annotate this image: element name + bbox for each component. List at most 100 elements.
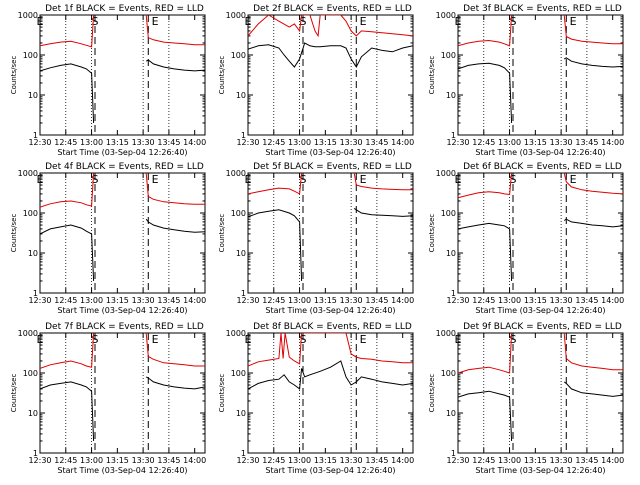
x-tick-label: 12:45 [262,138,285,147]
marker-label: S [92,173,99,186]
series-line-lld [248,173,413,195]
x-tick-label: 13:45 [365,296,388,305]
x-axis-label: Start Time (03-Sep-04 12:26:40) [265,148,395,157]
marker-label: E [152,333,159,346]
x-tick-label: 12:45 [472,138,495,147]
x-tick-label: 12:45 [54,296,77,305]
y-tick-label: 10 [446,91,456,100]
x-tick-label: 13:00 [288,456,311,465]
x-axis-label: Start Time (03-Sep-04 12:26:40) [265,306,395,315]
chart-title: Det 7f BLACK = Events, RED = LLD [45,322,204,332]
marker-label: S [510,173,517,186]
series-line-events [458,218,623,282]
y-tick-label: 100 [231,51,246,60]
plot-frame [457,172,624,294]
x-tick-label: 13:15 [106,456,129,465]
marker-label: S [300,15,307,28]
x-tick-label: 13:15 [314,296,337,305]
x-tick-label: 13:45 [365,456,388,465]
chart-title: Det 6f BLACK = Events, RED = LLD [463,162,622,172]
y-tick-label: 100 [441,369,456,378]
x-axis-label: Start Time (03-Sep-04 12:26:40) [475,466,605,475]
x-tick-label: 12:30 [446,138,469,147]
marker-label: E [455,333,462,346]
x-tick-label: 13:00 [288,138,311,147]
y-tick-label: 10 [236,409,246,418]
y-tick-label: 1000 [18,329,38,338]
chart-panel-2: Det 2f BLACK = Events, RED = LLD 1 10 100 10… [218,4,414,157]
plot-frame [39,172,206,294]
x-tick-label: 13:00 [498,138,521,147]
x-tick-label: 12:45 [262,456,285,465]
x-tick-label: 13:30 [340,456,363,465]
chart-panel-6: Det 6f BLACK = Events, RED = LLD 1 10 100 10… [428,162,624,315]
marker-label: E [360,15,367,28]
marker-label: E [455,173,462,186]
chart-title: Det 8f BLACK = Events, RED = LLD [253,322,412,332]
marker-label: S [510,15,517,28]
x-tick-label: 12:45 [472,456,495,465]
x-tick-label: 12:30 [236,138,259,147]
series-line-events [248,360,413,390]
x-tick-label: 12:45 [472,296,495,305]
x-tick-label: 13:30 [132,138,155,147]
y-tick-label: 100 [231,209,246,218]
x-tick-label: 13:30 [340,296,363,305]
y-tick-label: 1 [451,289,456,298]
x-tick-label: 13:45 [575,456,598,465]
x-tick-label: 12:30 [28,138,51,147]
y-tick-label: 1 [241,289,246,298]
plot-frame [457,14,624,136]
chart-panel-8: Det 8f BLACK = Events, RED = LLD 1 10 100 10… [218,322,414,475]
x-tick-label: 14:00 [183,456,206,465]
x-axis-label: Start Time (03-Sep-04 12:26:40) [265,466,395,475]
marker-label: E [570,15,577,28]
x-tick-label: 13:30 [132,296,155,305]
series-line-events [458,57,623,124]
marker-label: E [37,333,44,346]
plot-frame [39,14,206,136]
y-axis-label: Counts/sec [10,214,18,253]
y-tick-label: 1000 [226,11,246,20]
marker-label: E [152,15,159,28]
chart-title: Det 9f BLACK = Events, RED = LLD [463,322,622,332]
chart-panel-1: Det 1f BLACK = Events, RED = LLD 1 10 100 10… [10,4,206,157]
chart-panel-4: Det 4f BLACK = Events, RED = LLD 1 10 100 10… [10,162,206,315]
x-tick-label: 13:30 [550,456,573,465]
y-tick-label: 100 [441,209,456,218]
x-tick-label: 14:00 [183,138,206,147]
series-line-events [248,42,413,69]
y-tick-label: 100 [23,369,38,378]
x-tick-label: 12:30 [446,456,469,465]
marker-label: S [300,333,307,346]
x-tick-label: 13:30 [132,456,155,465]
x-tick-label: 14:00 [391,138,414,147]
y-tick-label: 1 [33,449,38,458]
marker-label: E [360,173,367,186]
y-tick-label: 10 [28,91,38,100]
x-tick-label: 13:45 [157,138,180,147]
x-tick-label: 14:00 [391,296,414,305]
y-tick-label: 1 [451,131,456,140]
x-tick-label: 13:15 [524,456,547,465]
x-tick-label: 13:45 [575,138,598,147]
x-tick-label: 14:00 [183,296,206,305]
y-axis-label: Counts/sec [428,374,436,413]
y-tick-label: 10 [236,249,246,258]
x-tick-label: 13:00 [498,296,521,305]
y-tick-label: 1000 [226,329,246,338]
y-tick-label: 100 [231,369,246,378]
x-tick-label: 14:00 [601,296,624,305]
x-tick-label: 13:15 [106,296,129,305]
series-line-lld [248,15,413,38]
x-tick-label: 14:00 [391,456,414,465]
series-line-events [40,59,205,124]
y-tick-label: 1000 [226,169,246,178]
y-tick-label: 1000 [436,329,456,338]
y-tick-label: 10 [446,409,456,418]
y-tick-label: 10 [236,91,246,100]
y-tick-label: 1000 [436,11,456,20]
x-tick-label: 12:30 [28,296,51,305]
chart-panel-9: Det 9f BLACK = Events, RED = LLD 1 10 100 10… [428,322,624,475]
